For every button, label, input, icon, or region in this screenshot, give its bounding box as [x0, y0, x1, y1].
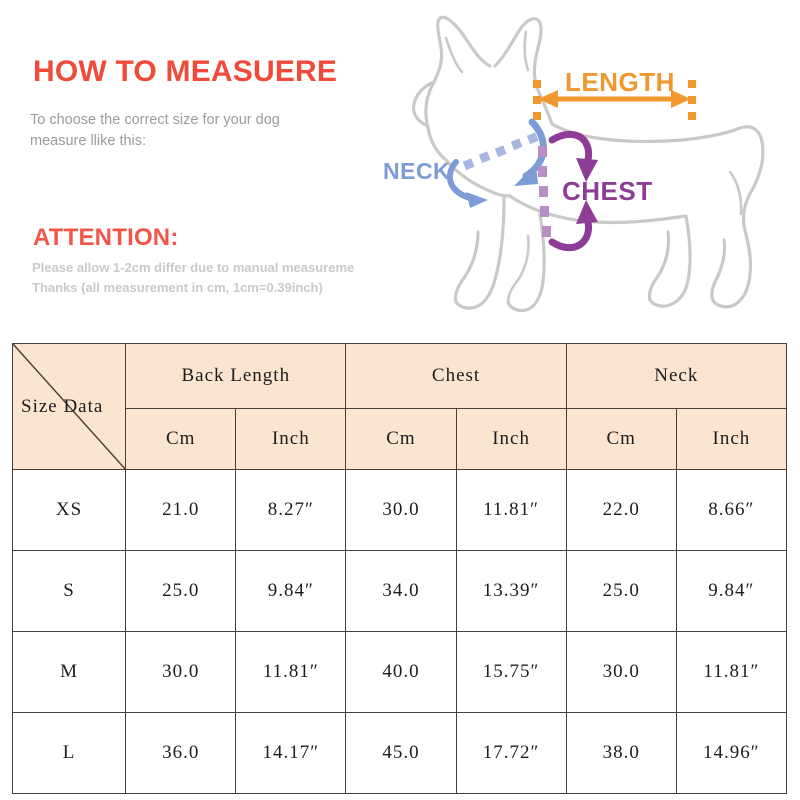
cell-chest-cm: 45.0 — [345, 712, 457, 794]
cell-neck-cm: 22.0 — [565, 469, 677, 551]
subtitle-line-1: To choose the correct size for your dog — [30, 112, 280, 128]
cell-neck-inch: 14.96″ — [675, 712, 788, 794]
subtitle-text: To choose the correct size for your dog … — [30, 110, 330, 152]
cell-back-length-inch: 14.17″ — [235, 712, 347, 794]
row-size-label: M — [11, 631, 127, 713]
unit-header-chest-inch: Inch — [455, 408, 567, 470]
neck-arrow-head-right — [466, 192, 488, 208]
cell-back-length-inch: 8.27″ — [235, 469, 347, 551]
corner-size-data-cell: Size Data — [11, 343, 127, 470]
table-body: XS 21.0 8.27″ 30.0 11.81″ 22.0 8.66″ S 2… — [11, 469, 788, 794]
cell-neck-inch: 11.81″ — [675, 631, 788, 713]
neck-arrow-head-down — [514, 164, 538, 186]
cell-neck-inch: 9.84″ — [675, 550, 788, 632]
neck-label: NECK — [383, 158, 451, 184]
cell-neck-cm: 30.0 — [565, 631, 677, 713]
unit-header-neck-inch: Inch — [675, 408, 788, 470]
neck-curved-arrow-up — [446, 159, 473, 201]
size-chart-table: Size Data Back Length Chest Neck Cm Inch… — [11, 343, 788, 794]
cell-chest-cm: 30.0 — [345, 469, 457, 551]
group-header-neck: Neck — [565, 343, 788, 409]
cell-chest-inch: 17.72″ — [455, 712, 567, 794]
chest-dotted-band — [538, 146, 551, 237]
unit-header-chest-cm: Cm — [345, 408, 457, 470]
row-size-label: S — [11, 550, 127, 632]
cell-neck-inch: 8.66″ — [675, 469, 788, 551]
cell-back-length-cm: 30.0 — [125, 631, 237, 713]
length-guide-right-dots — [688, 80, 696, 120]
chest-curved-arrow-bottom — [548, 218, 593, 251]
length-label: LENGTH — [565, 67, 675, 97]
cell-back-length-inch: 9.84″ — [235, 550, 347, 632]
group-header-chest: Chest — [345, 343, 567, 409]
group-header-back-length: Back Length — [125, 343, 347, 409]
chest-label: CHEST — [562, 176, 653, 206]
table-unit-row: Cm Inch Cm Inch Cm Inch — [13, 408, 788, 470]
table-row: S 25.0 9.84″ 34.0 13.39″ 25.0 9.84″ — [11, 550, 788, 632]
unit-header-back-length-inch: Inch — [235, 408, 347, 470]
length-measure-guide — [533, 80, 696, 120]
dog-outline-icon — [412, 15, 765, 313]
dog-measurement-illustration — [400, 0, 800, 335]
neck-dotted-band — [462, 132, 539, 171]
chest-measure-guide — [538, 131, 598, 251]
length-guide-left-dots — [533, 80, 541, 120]
cell-chest-cm: 34.0 — [345, 550, 457, 632]
cell-back-length-cm: 21.0 — [125, 469, 237, 551]
chest-curved-arrow-top — [548, 131, 593, 164]
cell-back-length-cm: 36.0 — [125, 712, 237, 794]
table-row: M 30.0 11.81″ 40.0 15.75″ 30.0 11.81″ — [11, 631, 788, 713]
attention-note-line-1: Please allow 1-2cm differ due to manual … — [32, 260, 355, 275]
cell-neck-cm: 38.0 — [565, 712, 677, 794]
attention-note-line-2: Thanks (all measurement in cm, 1cm=0.39i… — [32, 280, 323, 296]
unit-header-neck-cm: Cm — [565, 408, 677, 470]
cell-chest-inch: 11.81″ — [455, 469, 567, 551]
subtitle-line-2: measure llike this: — [30, 133, 147, 150]
unit-header-back-length-cm: Cm — [125, 408, 237, 470]
table-row: L 36.0 14.17″ 45.0 17.72″ 38.0 14.96″ — [11, 712, 788, 794]
row-size-label: L — [11, 712, 127, 794]
chest-arrow-head-top — [576, 158, 598, 182]
length-double-arrow — [538, 90, 691, 108]
cell-chest-cm: 40.0 — [345, 631, 457, 713]
page-title: HOW TO MEASUERE — [33, 55, 338, 88]
cell-back-length-cm: 25.0 — [125, 550, 237, 632]
cell-chest-inch: 13.39″ — [455, 550, 567, 632]
attention-note: Please allow 1-2cm differ due to manual … — [32, 258, 412, 298]
row-size-label: XS — [11, 469, 127, 551]
cell-chest-inch: 15.75″ — [455, 631, 567, 713]
cell-back-length-inch: 11.81″ — [235, 631, 347, 713]
corner-size-data-label: Size Data — [21, 395, 104, 417]
table-group-row: Size Data Back Length Chest Neck — [11, 343, 788, 470]
cell-neck-cm: 25.0 — [565, 550, 677, 632]
attention-title: ATTENTION: — [33, 224, 179, 251]
chest-arrow-head-bottom — [576, 200, 598, 224]
table-row: XS 21.0 8.27″ 30.0 11.81″ 22.0 8.66″ — [11, 469, 788, 551]
table-header: Size Data Back Length Chest Neck Cm Inch… — [11, 343, 788, 470]
